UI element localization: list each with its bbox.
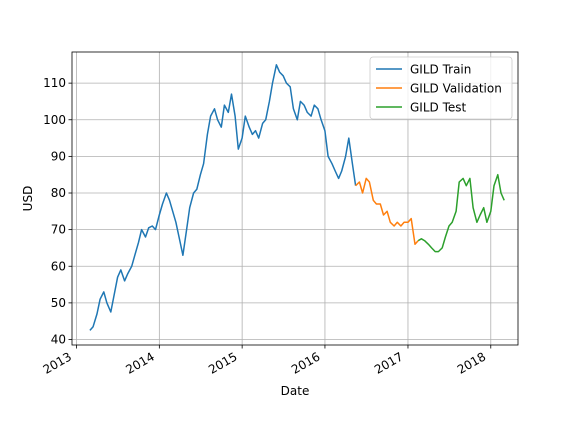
legend: GILD Train GILD Validation GILD Test	[369, 56, 513, 120]
y-tick-label: 80	[51, 186, 66, 200]
series-line-1	[355, 177, 419, 246]
y-axis-label: USD	[21, 186, 35, 212]
series-lines	[89, 64, 505, 331]
legend-box	[369, 56, 513, 120]
y-tick-label: 50	[51, 296, 66, 310]
x-axis-label: Date	[281, 384, 310, 398]
y-tick-label: 110	[43, 76, 66, 90]
y-tick-label: 40	[51, 333, 66, 347]
series-line-2	[417, 173, 505, 253]
plot-frame	[71, 51, 519, 346]
legend-label: GILD Validation	[410, 82, 502, 96]
legend-label: GILD Test	[410, 101, 467, 115]
series-line-0	[89, 64, 357, 331]
grid	[72, 52, 518, 345]
y-tick-label: 70	[51, 223, 66, 237]
y-tick-label: 100	[43, 113, 66, 127]
y-tick-label: 60	[51, 259, 66, 273]
legend-label: GILD Train	[410, 63, 471, 77]
y-tick-label: 90	[51, 149, 66, 163]
